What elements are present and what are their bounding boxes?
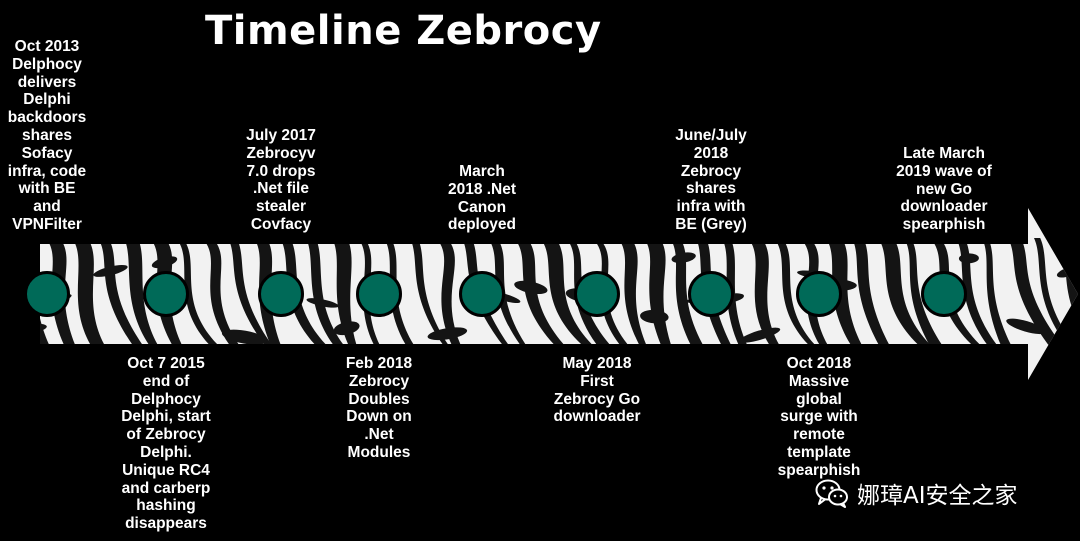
event-label: Feb 2018 Zebrocy Doubles Down on .Net Mo…: [345, 355, 413, 461]
slide-title: Timeline Zebrocy: [205, 8, 602, 54]
event-label: June/July 2018 Zebrocy shares infra with…: [675, 127, 747, 234]
event-label: July 2017 Zebrocyv 7.0 drops .Net file s…: [246, 127, 316, 234]
event-label: Oct 2018 Massive global surge with remot…: [777, 355, 861, 479]
event-label: Late March 2019 wave of new Go downloade…: [896, 145, 992, 234]
event-label: May 2018 First Zebrocy Go downloader: [553, 355, 641, 426]
event-label: Oct 2013 Delphocy delivers Delphi backdo…: [7, 38, 87, 234]
timeline-node: [796, 271, 842, 317]
event-label: Oct 7 2015 end of Delphocy Delphi, start…: [121, 355, 211, 533]
watermark: 娜璋AI安全之家: [815, 476, 1018, 510]
timeline-node: [143, 271, 189, 317]
timeline-node: [258, 271, 304, 317]
timeline-node: [356, 271, 402, 317]
event-label: March 2018 .Net Canon deployed: [447, 162, 517, 234]
timeline-node: [574, 271, 620, 317]
timeline-node: [921, 271, 967, 317]
watermark-text: 娜璋AI安全之家: [857, 483, 1018, 509]
timeline-node: [24, 271, 70, 317]
timeline-node: [688, 271, 734, 317]
timeline-node: [459, 271, 505, 317]
wechat-icon: [815, 479, 848, 508]
